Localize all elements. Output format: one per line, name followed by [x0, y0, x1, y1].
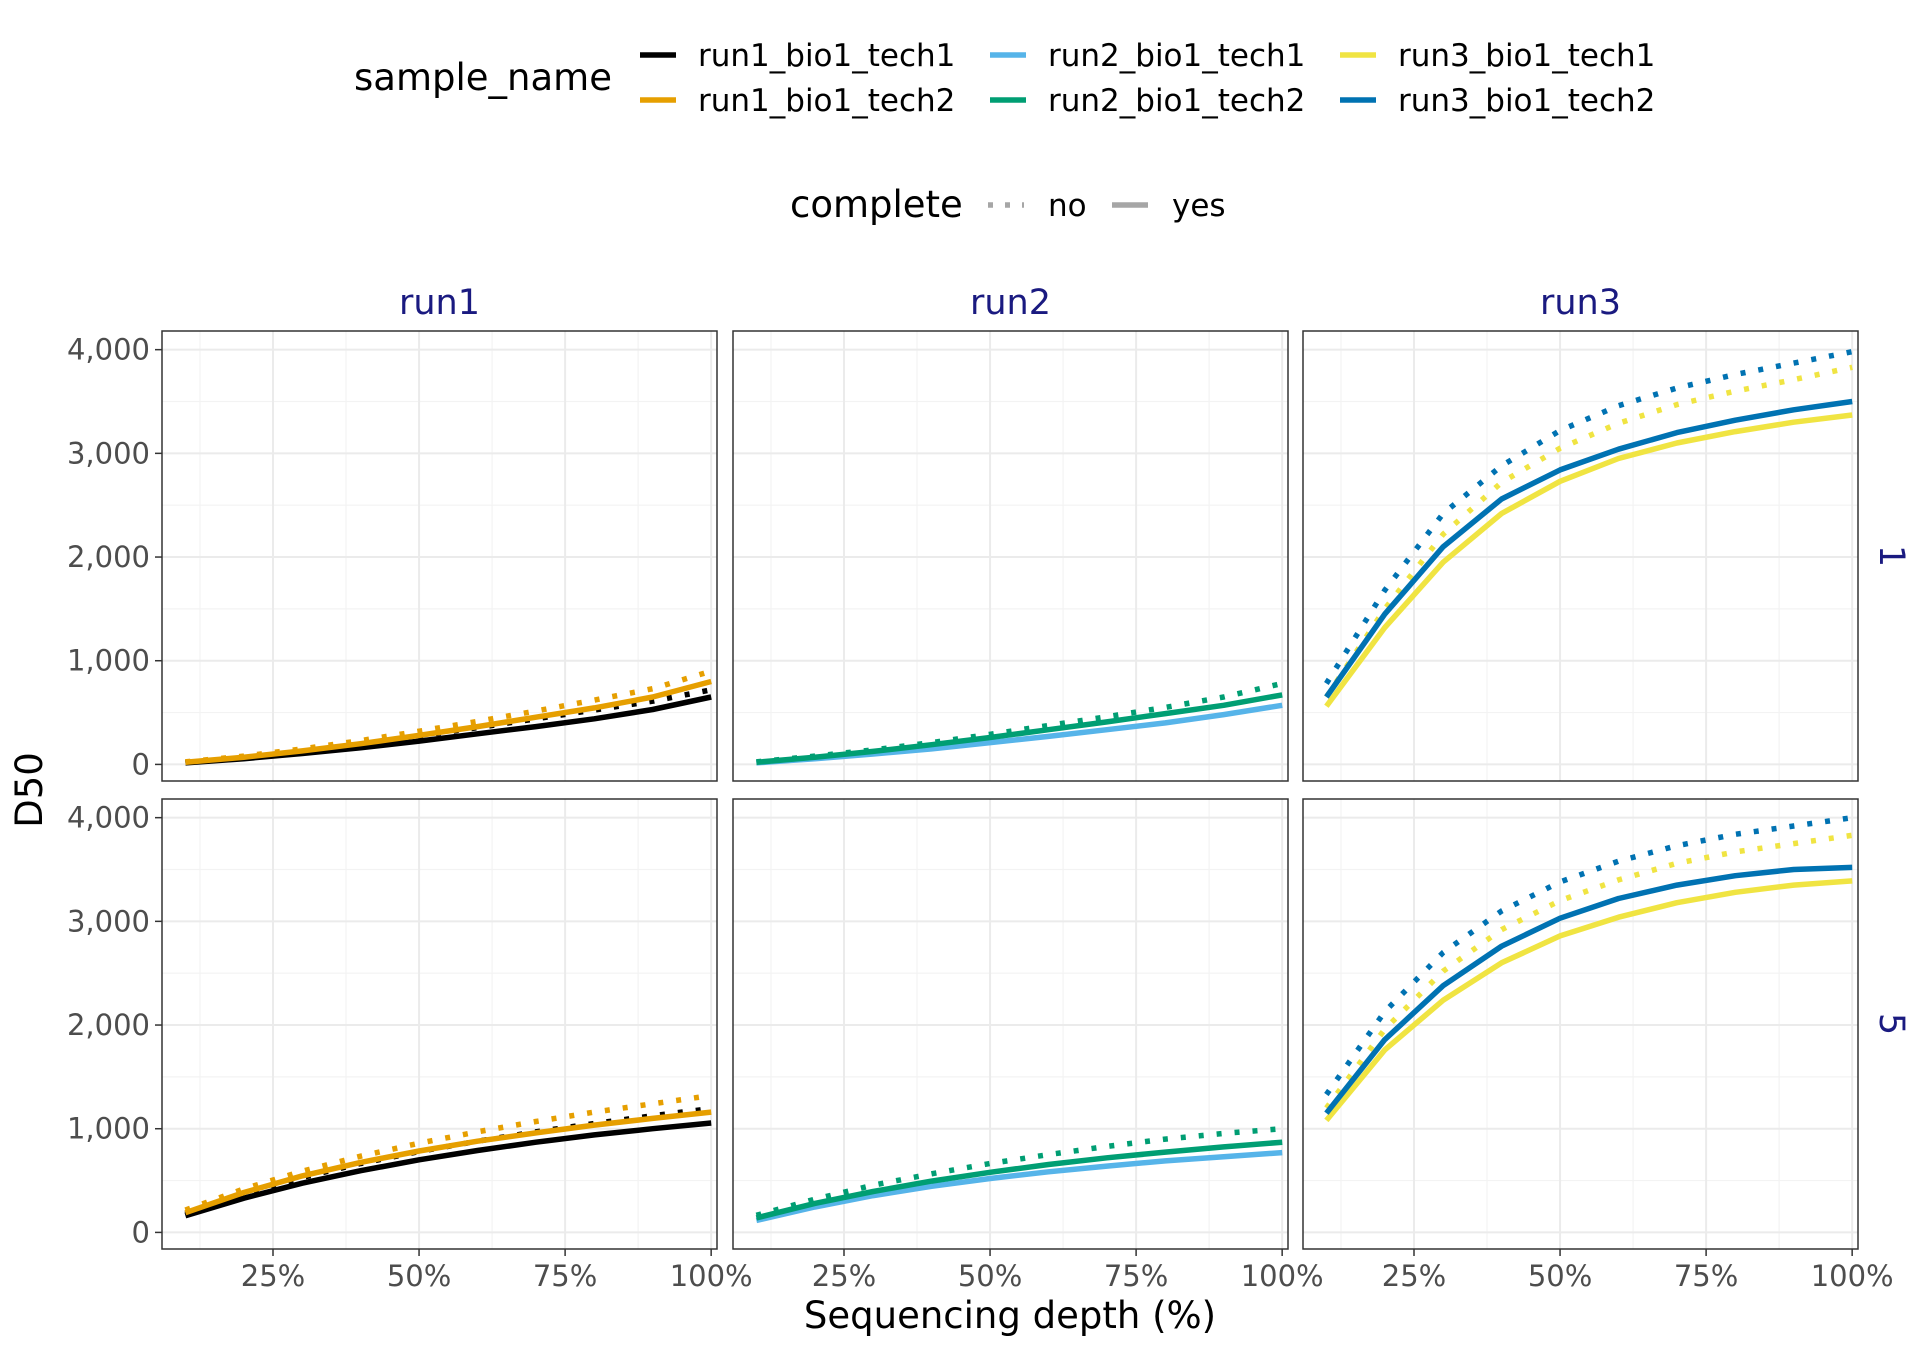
panel-run3-5: [1302, 798, 1859, 1250]
legend-label-run2_bio1_tech1: run2_bio1_tech1: [1048, 38, 1305, 74]
y-tick-label: 2,000: [67, 1008, 150, 1042]
series-line-run3_bio1_tech2-no: [1324, 349, 1853, 685]
panel-border: [1302, 798, 1859, 1250]
panel-background: [162, 799, 717, 1249]
strip-label-row-1: 1: [1871, 545, 1911, 567]
panel-border: [732, 798, 1289, 1250]
series-line-run2_bio1_tech2-yes: [755, 1139, 1283, 1221]
series-line-run2_bio1_tech1-yes: [755, 1149, 1283, 1224]
series-line-run3_bio1_tech1-yes: [1324, 412, 1853, 708]
x-tick-label: 50%: [958, 1259, 1022, 1293]
panel-run1-5: [161, 798, 718, 1250]
series-line-run3_bio1_tech2-yes: [1324, 398, 1853, 699]
series-line-run1_bio1_tech2-no: [184, 1092, 712, 1213]
x-tick-label: 100%: [1811, 1259, 1894, 1293]
panel-background: [162, 331, 717, 781]
y-tick-label: 3,000: [67, 436, 150, 470]
x-tick-label: 25%: [1382, 1259, 1446, 1293]
axis-layer: run1 run2 run3 1 5 0 1,000 2,000 3,000 4,000 0 1,00…: [8, 283, 1911, 1337]
y-tick-label: 0: [132, 1215, 150, 1249]
strip-label-row-5: 5: [1871, 1013, 1911, 1035]
panel-background: [733, 799, 1288, 1249]
y-tick-label: 1,000: [67, 1112, 150, 1146]
y-tick-label: 4,000: [67, 333, 150, 367]
y-axis-title: D50: [8, 752, 51, 828]
series-line-run1_bio1_tech2-yes: [184, 1109, 712, 1216]
x-tick-label: 75%: [1674, 1259, 1738, 1293]
panel-border: [1302, 330, 1859, 782]
x-tick-label: 50%: [387, 1259, 451, 1293]
y-tick-label: 1,000: [67, 644, 150, 678]
series-line-run2_bio1_tech2-yes: [756, 692, 1283, 766]
y-tick-label: 3,000: [67, 904, 150, 938]
y-tick-label: 2,000: [67, 540, 150, 574]
panel-border: [161, 330, 718, 782]
series-line-run3_bio1_tech1-yes: [1324, 878, 1853, 1123]
x-tick-label: 75%: [533, 1259, 597, 1293]
legend-label-run3_bio1_tech2: run3_bio1_tech2: [1398, 83, 1655, 119]
legend-label-run1_bio1_tech1: run1_bio1_tech1: [698, 38, 955, 74]
legend-label-run2_bio1_tech2: run2_bio1_tech2: [1048, 83, 1305, 119]
x-tick-label: 25%: [241, 1259, 305, 1293]
x-tick-label: 100%: [670, 1259, 753, 1293]
panel-run2-5: [732, 798, 1289, 1250]
y-tick-label: 4,000: [67, 801, 150, 835]
panel-layer: [161, 330, 1859, 1250]
x-tick-label: 50%: [1528, 1259, 1592, 1293]
panel-run1-1: [161, 330, 718, 782]
panel-background: [1303, 331, 1858, 781]
series-line-run3_bio1_tech1-no: [1324, 364, 1853, 699]
panel-run2-1: [732, 330, 1289, 782]
legend-layer: sample_name run1_bio1_tech1 run1_bio1_tech…: [354, 38, 1655, 226]
legend-label-complete-yes: yes: [1172, 188, 1226, 224]
panel-border: [732, 330, 1289, 782]
panel-background: [733, 331, 1288, 781]
x-tick-label: 25%: [812, 1259, 876, 1293]
series-line-run3_bio1_tech2-yes: [1324, 864, 1853, 1115]
legend-label-run1_bio1_tech2: run1_bio1_tech2: [698, 83, 955, 119]
legend-title-sample-name: sample_name: [354, 56, 612, 99]
x-axis-title: Sequencing depth (%): [804, 1294, 1216, 1337]
x-tick-label: 100%: [1241, 1259, 1324, 1293]
panel-border: [161, 798, 718, 1250]
legend-label-complete-no: no: [1048, 188, 1087, 224]
panel-background: [1303, 799, 1858, 1249]
strip-label-run2: run2: [970, 283, 1051, 323]
panel-run3-1: [1302, 330, 1859, 782]
series-line-run2_bio1_tech2-no: [755, 1125, 1283, 1218]
legend-label-run3_bio1_tech1: run3_bio1_tech1: [1398, 38, 1655, 74]
x-tick-label: 75%: [1104, 1259, 1168, 1293]
series-line-run1_bio1_tech1-yes: [184, 1120, 712, 1219]
strip-label-run1: run1: [399, 283, 480, 323]
y-tick-label: 0: [132, 747, 150, 781]
legend-title-complete: complete: [790, 183, 963, 226]
series-line-run1_bio1_tech2-yes: [185, 678, 712, 766]
strip-label-run3: run3: [1540, 283, 1621, 323]
